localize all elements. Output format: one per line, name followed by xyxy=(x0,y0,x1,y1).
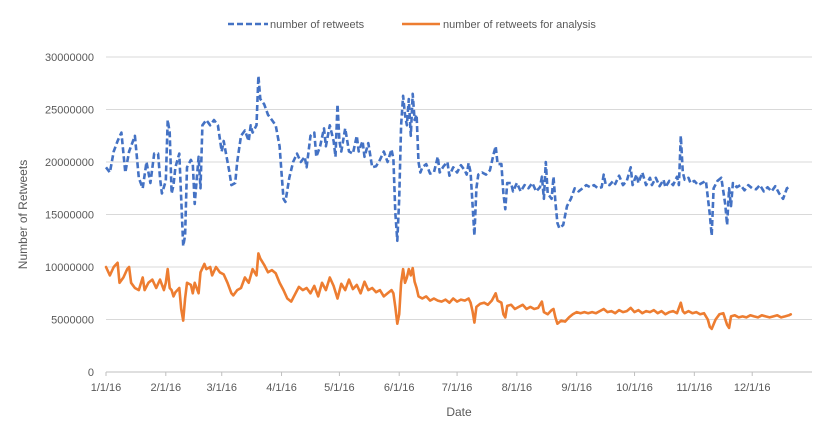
x-tick-label: 7/1/16 xyxy=(442,382,473,394)
x-tick-label: 12/1/16 xyxy=(734,382,771,394)
legend: number of retweets number of retweets fo… xyxy=(228,19,596,31)
y-tick-label: 10000000 xyxy=(45,262,94,274)
y-tick-label: 15000000 xyxy=(45,210,94,222)
x-tick-label: 8/1/16 xyxy=(502,382,533,394)
series-line-retweets xyxy=(104,74,792,248)
y-axis-ticks: 0 5000000 10000000 15000000 20000000 25000000… xyxy=(45,52,94,379)
x-axis-title: Date xyxy=(446,405,472,419)
x-axis-ticks: 1/1/16 2/1/16 3/1/16 4/1/16 5/1/16 6/1/16 7/1/… xyxy=(91,372,771,394)
x-tick-label: 2/1/16 xyxy=(151,382,182,394)
y-tick-label: 20000000 xyxy=(45,157,94,169)
x-tick-label: 3/1/16 xyxy=(206,382,237,394)
y-axis-title: Number of Retweets xyxy=(16,160,30,269)
x-tick-label: 5/1/16 xyxy=(324,382,355,394)
x-tick-label: 10/1/16 xyxy=(616,382,653,394)
x-tick-label: 9/1/16 xyxy=(561,382,592,394)
x-tick-label: 1/1/16 xyxy=(91,382,122,394)
gridlines xyxy=(106,56,812,320)
x-tick-label: 6/1/16 xyxy=(384,382,415,394)
y-tick-label: 30000000 xyxy=(45,52,94,64)
y-tick-label: 0 xyxy=(88,367,94,379)
series-line-retweets-for-analysis xyxy=(104,252,793,331)
y-tick-label: 5000000 xyxy=(51,315,94,327)
y-tick-label: 25000000 xyxy=(45,105,94,117)
legend-label-retweets: number of retweets xyxy=(270,19,365,31)
x-tick-label: 11/1/16 xyxy=(676,382,712,394)
x-tick-label: 4/1/16 xyxy=(266,382,297,394)
legend-label-retweets-for-analysis: number of retweets for analysis xyxy=(443,19,596,31)
series-group xyxy=(104,74,793,331)
